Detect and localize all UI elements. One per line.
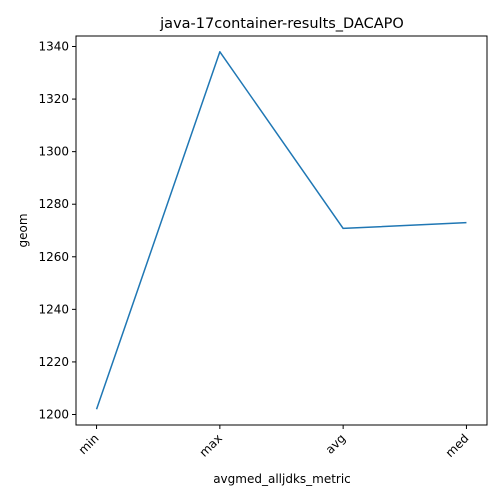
plot-area bbox=[95, 51, 467, 410]
y-tick-label: 1200 bbox=[38, 407, 69, 421]
y-tick-label: 1220 bbox=[38, 355, 69, 369]
x-tick-label: min bbox=[76, 431, 102, 457]
x-tick-label: avg bbox=[323, 431, 349, 457]
y-tick-label: 1340 bbox=[38, 40, 69, 54]
x-tick-label: max bbox=[197, 431, 225, 459]
y-tick-label: 1260 bbox=[38, 250, 69, 264]
chart-title: java-17container-results_DACAPO bbox=[159, 16, 404, 32]
plot-frame bbox=[75, 35, 488, 426]
y-tick-label: 1280 bbox=[38, 197, 69, 211]
x-tick-label: med bbox=[443, 431, 472, 460]
y-tick-label: 1300 bbox=[38, 145, 69, 159]
y-tick-label: 1240 bbox=[38, 302, 69, 316]
series-line bbox=[95, 51, 467, 410]
x-axis-label: avgmed_alljdks_metric bbox=[213, 472, 351, 486]
y-tick-label: 1320 bbox=[38, 92, 69, 106]
y-axis-label: geom bbox=[16, 213, 30, 247]
